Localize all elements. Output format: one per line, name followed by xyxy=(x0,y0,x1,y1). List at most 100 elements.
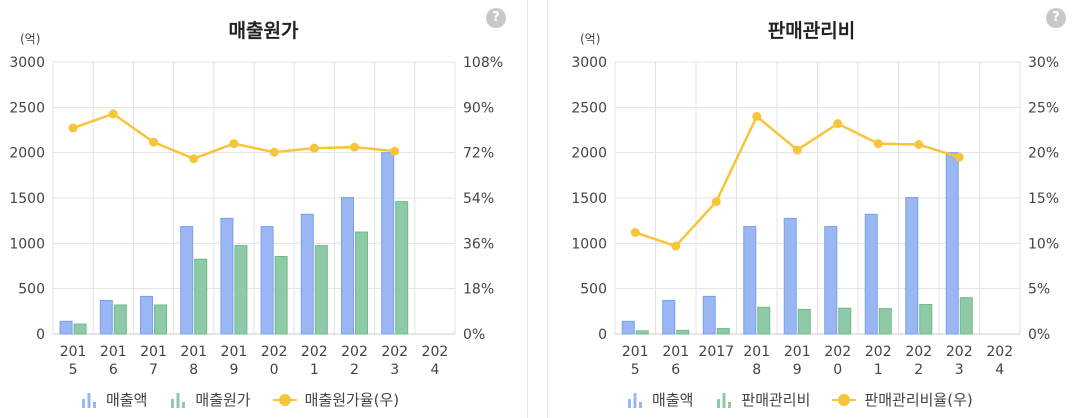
chart-title: 판매관리비 xyxy=(767,20,856,42)
bar-revenue xyxy=(140,295,153,335)
ratio-point xyxy=(914,140,924,150)
bar-chart-icon-green xyxy=(169,391,187,409)
ratio-point xyxy=(189,154,199,164)
bar-revenue xyxy=(945,152,959,335)
bar-chart-icon-blue xyxy=(626,391,644,409)
x-tick-label: 202 xyxy=(824,344,851,360)
ratio-point xyxy=(350,142,359,152)
bar-revenue xyxy=(864,213,878,335)
bar-secondary xyxy=(635,330,649,335)
y-tick-label: 500 xyxy=(18,282,45,298)
y2-tick-label: 18% xyxy=(463,282,494,298)
y-tick-label: 2500 xyxy=(571,100,607,116)
bar-secondary xyxy=(757,306,771,335)
x-tick-label: 201 xyxy=(743,344,770,360)
ratio-point xyxy=(671,241,681,251)
chart-legend: 매출액 매출원가 매출원가율(우) xyxy=(80,389,421,410)
bar-revenue xyxy=(381,152,395,335)
x-tick-label: 202 xyxy=(905,344,932,360)
y2-tick-label: 0% xyxy=(1028,327,1050,343)
bar-secondary xyxy=(274,255,288,335)
sga-chart: 0 0% 500 5% 1000 10% 1500 15% 2000 20% 2500 25% 3000… xyxy=(571,55,1059,378)
bar-secondary xyxy=(959,297,973,335)
x-tick-label: 8 xyxy=(752,362,761,378)
bar-secondary xyxy=(716,328,730,335)
y-tick-label: 1500 xyxy=(571,191,607,207)
ratio-point xyxy=(149,137,158,147)
ratio-point xyxy=(630,227,640,237)
bar-secondary xyxy=(194,258,208,335)
x-tick-label: 201 xyxy=(221,344,248,360)
y2-tick-label: 54% xyxy=(463,191,494,207)
y-tick-label: 1500 xyxy=(9,191,45,207)
legend-item-cost-of-sales[interactable]: 매출원가 xyxy=(169,389,251,410)
x-tick-label: 1 xyxy=(310,362,319,378)
ratio-point xyxy=(390,146,400,156)
legend-item-cost-ratio[interactable]: 매출원가율(우) xyxy=(272,389,399,410)
ratio-point xyxy=(792,145,802,155)
ratio-point xyxy=(68,123,78,133)
y2-tick-label: 72% xyxy=(463,146,494,162)
y2-tick-label: 20% xyxy=(1028,146,1059,162)
x-tick-label: 3 xyxy=(390,362,399,378)
x-tick-label: 6 xyxy=(671,362,680,378)
ratio-point xyxy=(752,111,762,121)
legend-item-revenue[interactable]: 매출액 xyxy=(626,389,693,410)
bar-revenue xyxy=(621,320,635,335)
x-tick-label: 8 xyxy=(189,362,198,378)
x-tick-label: 0 xyxy=(833,362,842,378)
x-tick-label: 202 xyxy=(301,344,328,360)
bar-revenue xyxy=(662,299,676,335)
line-marker-icon xyxy=(272,391,297,409)
sga-panel: 판매관리비 ? (억) 0 0% 500 5% 1000 10% 1500 15% 2000 20… xyxy=(548,0,1075,418)
ratio-point xyxy=(309,143,319,153)
y-axis-unit: (억) xyxy=(20,32,41,46)
x-tick-label: 1 xyxy=(874,362,883,378)
bar-secondary xyxy=(154,304,167,335)
bar-revenue xyxy=(341,197,354,335)
bar-secondary xyxy=(878,308,892,335)
x-tick-label: 201 xyxy=(60,344,87,360)
x-tick-label: 3 xyxy=(955,362,964,378)
bar-secondary xyxy=(355,231,368,335)
ratio-line xyxy=(72,112,395,161)
bar-chart-icon-blue xyxy=(80,391,98,409)
y-tick-label: 1000 xyxy=(9,236,45,252)
x-tick-label: 5 xyxy=(69,362,78,378)
ratio-point xyxy=(954,152,964,162)
y2-tick-label: 36% xyxy=(463,236,494,252)
y-tick-label: 0 xyxy=(598,327,607,343)
x-tick-label: 2 xyxy=(914,362,923,378)
bar-revenue xyxy=(59,320,73,335)
x-tick-label: 202 xyxy=(261,344,288,360)
y2-tick-label: 0% xyxy=(463,327,485,343)
y-tick-label: 2000 xyxy=(9,146,45,162)
y2-tick-label: 25% xyxy=(1028,100,1059,116)
x-tick-label: 202 xyxy=(946,344,973,360)
legend-item-sga[interactable]: 판매관리비 xyxy=(715,389,810,410)
y-tick-label: 1000 xyxy=(571,236,607,252)
ratio-point xyxy=(873,139,883,149)
x-tick-label: 5 xyxy=(631,362,640,378)
bar-revenue xyxy=(905,197,919,335)
x-tick-label: 202 xyxy=(986,344,1013,360)
bar-secondary xyxy=(314,245,328,335)
help-icon[interactable]: ? xyxy=(486,8,506,28)
legend-label: 매출액 xyxy=(106,391,148,409)
legend-item-sga-ratio[interactable]: 판매관리비율(우) xyxy=(832,389,973,410)
bar-revenue xyxy=(743,226,757,335)
bar-secondary xyxy=(113,304,127,335)
y-tick-label: 0 xyxy=(36,327,45,343)
bar-revenue xyxy=(824,226,838,335)
bar-secondary xyxy=(395,201,409,335)
ratio-point xyxy=(269,147,279,157)
x-tick-label: 201 xyxy=(662,344,689,360)
x-tick-label: 9 xyxy=(229,362,238,378)
help-icon[interactable]: ? xyxy=(1046,8,1066,28)
ratio-point xyxy=(711,197,721,207)
ratio-point xyxy=(229,139,239,149)
line-marker-icon xyxy=(832,391,857,409)
legend-label: 매출액 xyxy=(652,391,694,409)
legend-label: 판매관리비 xyxy=(741,391,811,409)
legend-item-revenue[interactable]: 매출액 xyxy=(80,389,147,410)
